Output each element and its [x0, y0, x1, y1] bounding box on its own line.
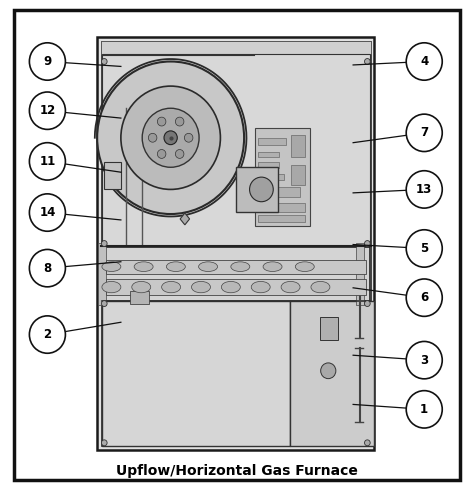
Circle shape [29, 316, 65, 353]
Circle shape [406, 230, 442, 267]
Ellipse shape [132, 281, 151, 293]
Circle shape [406, 43, 442, 80]
Bar [97, 37, 374, 450]
Circle shape [175, 117, 184, 126]
Bar [257, 187, 300, 197]
Bar [236, 167, 278, 212]
Text: 1: 1 [420, 403, 428, 416]
Circle shape [121, 86, 220, 189]
Circle shape [406, 171, 442, 208]
Ellipse shape [231, 262, 250, 272]
Text: 7: 7 [420, 126, 428, 139]
Circle shape [175, 150, 184, 158]
Circle shape [148, 133, 157, 142]
Ellipse shape [281, 281, 300, 293]
Bar [257, 203, 305, 212]
Text: 2: 2 [43, 328, 52, 341]
Bar [291, 165, 305, 184]
Circle shape [157, 117, 166, 126]
Text: 3: 3 [420, 354, 428, 367]
Text: Upflow/Horizontal Gas Furnace: Upflow/Horizontal Gas Furnace [116, 464, 358, 478]
Circle shape [101, 59, 107, 64]
Text: 5: 5 [420, 242, 428, 255]
Circle shape [406, 391, 442, 428]
Bar [257, 215, 305, 222]
Ellipse shape [221, 281, 240, 293]
Bar [257, 138, 286, 145]
Ellipse shape [102, 262, 121, 272]
Circle shape [142, 108, 199, 167]
Circle shape [365, 301, 370, 307]
Ellipse shape [102, 281, 121, 293]
Circle shape [164, 131, 177, 145]
Circle shape [249, 177, 273, 202]
Bar [104, 162, 121, 189]
Text: 6: 6 [420, 291, 428, 304]
Ellipse shape [162, 281, 181, 293]
Circle shape [365, 241, 370, 246]
Text: 9: 9 [43, 55, 52, 68]
Circle shape [321, 363, 336, 379]
Text: 13: 13 [416, 183, 432, 196]
Bar [320, 317, 338, 339]
Text: 11: 11 [39, 155, 55, 168]
Bar [102, 54, 370, 246]
Text: 8: 8 [43, 262, 52, 275]
Circle shape [101, 440, 107, 446]
Bar [257, 152, 279, 157]
Ellipse shape [311, 281, 330, 293]
Bar [130, 291, 149, 304]
Circle shape [29, 92, 65, 129]
Circle shape [29, 43, 65, 80]
Bar [257, 174, 283, 180]
Bar [101, 41, 371, 446]
Circle shape [101, 301, 107, 307]
Bar [98, 243, 106, 305]
Ellipse shape [134, 262, 153, 272]
Circle shape [97, 62, 244, 214]
Bar [102, 301, 291, 446]
Text: 4: 4 [420, 55, 428, 68]
Bar [102, 247, 370, 301]
Bar [255, 128, 310, 226]
Circle shape [406, 279, 442, 316]
Circle shape [101, 241, 107, 246]
Bar [106, 279, 366, 295]
Circle shape [406, 341, 442, 379]
Bar [106, 260, 366, 274]
Circle shape [184, 133, 193, 142]
Circle shape [365, 440, 370, 446]
Text: 14: 14 [39, 206, 55, 219]
Bar [101, 41, 371, 54]
Circle shape [365, 59, 370, 64]
Circle shape [157, 150, 166, 158]
Ellipse shape [199, 262, 218, 272]
Bar [257, 162, 279, 168]
Circle shape [406, 114, 442, 152]
Ellipse shape [295, 262, 314, 272]
Bar [356, 243, 364, 305]
Ellipse shape [191, 281, 210, 293]
Ellipse shape [166, 262, 185, 272]
Bar [291, 135, 305, 157]
Bar [291, 301, 374, 446]
Circle shape [29, 249, 65, 287]
Circle shape [29, 143, 65, 180]
Circle shape [29, 194, 65, 231]
Ellipse shape [263, 262, 282, 272]
Ellipse shape [251, 281, 270, 293]
Text: 12: 12 [39, 104, 55, 117]
Polygon shape [180, 213, 190, 225]
